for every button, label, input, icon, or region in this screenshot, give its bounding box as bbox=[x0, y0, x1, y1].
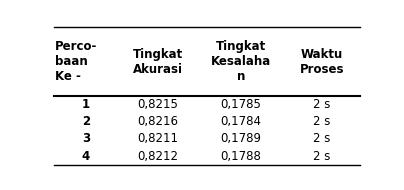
Text: 0,8215: 0,8215 bbox=[137, 98, 179, 111]
Text: 2 s: 2 s bbox=[314, 132, 331, 145]
Text: 2: 2 bbox=[82, 115, 90, 128]
Text: 1: 1 bbox=[82, 98, 90, 111]
Text: Tingkat
Kesalaha
n: Tingkat Kesalaha n bbox=[210, 40, 271, 83]
Text: 2 s: 2 s bbox=[314, 115, 331, 128]
Text: 2 s: 2 s bbox=[314, 98, 331, 111]
Text: 2 s: 2 s bbox=[314, 150, 331, 163]
Text: Tingkat
Akurasi: Tingkat Akurasi bbox=[133, 48, 183, 76]
Text: 0,8216: 0,8216 bbox=[137, 115, 179, 128]
Text: Waktu
Proses: Waktu Proses bbox=[300, 48, 344, 76]
Text: 0,8212: 0,8212 bbox=[137, 150, 179, 163]
Text: 0,1789: 0,1789 bbox=[220, 132, 261, 145]
Text: 4: 4 bbox=[82, 150, 90, 163]
Text: 3: 3 bbox=[82, 132, 90, 145]
Text: 0,1785: 0,1785 bbox=[220, 98, 261, 111]
Text: 0,1784: 0,1784 bbox=[220, 115, 261, 128]
Text: 0,1788: 0,1788 bbox=[220, 150, 261, 163]
Text: Perco-
baan
Ke -: Perco- baan Ke - bbox=[55, 40, 98, 83]
Text: 0,8211: 0,8211 bbox=[137, 132, 179, 145]
